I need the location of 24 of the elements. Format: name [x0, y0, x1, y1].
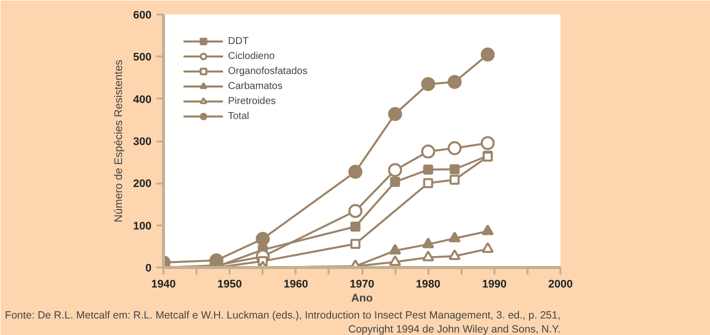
- legend-label: Organofosfatados: [228, 64, 308, 78]
- x-tick-label: 2000: [548, 278, 573, 290]
- legend-label: Ciclodieno: [228, 50, 275, 63]
- x-tick-label: 1940: [151, 278, 176, 290]
- source-note: Fonte: De R.L. Metcalf em: R.L. Metcalf e W.H. Luckman (eds.), Introduction to Insect Pest Management, 3. ed., p. 251,: [4, 310, 561, 322]
- legend-label: Total: [228, 110, 250, 123]
- x-tick-label: 1950: [217, 278, 242, 290]
- y-tick-label: 100: [133, 220, 152, 232]
- text: Copyright 1994 de John Wiley and Sons, N.Y.: [348, 324, 561, 335]
- x-tick-label: 1960: [284, 278, 308, 290]
- y-tick-label: 300: [133, 136, 152, 148]
- y-tick-label: 0: [145, 262, 152, 274]
- x-tick-label: 1970: [350, 278, 374, 290]
- y-tick-label: 500: [133, 52, 152, 64]
- x-tick-label: 1980: [416, 278, 440, 290]
- y-tick-label: 200: [133, 178, 152, 190]
- legend-label: DDT: [228, 34, 249, 48]
- legend-label: Piretroides: [228, 94, 276, 108]
- y-tick-label: 600: [133, 10, 152, 22]
- legend-label: Carbamatos: [228, 80, 282, 93]
- y-axis-title: Número de Espécies Resistentes: [113, 59, 126, 222]
- x-tick-label: 1990: [482, 278, 507, 290]
- x-axis-title: Ano: [351, 292, 373, 304]
- y-tick-label: 400: [133, 94, 152, 106]
